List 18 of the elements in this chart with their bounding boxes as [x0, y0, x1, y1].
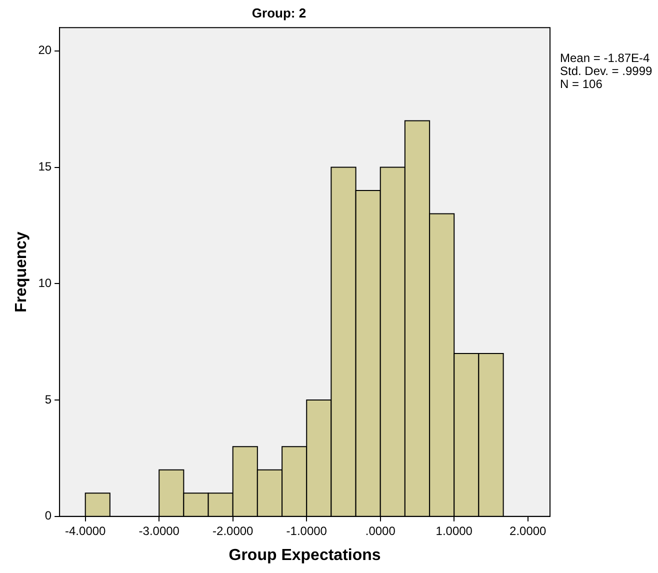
- text: Std. Dev. = .9999: [560, 64, 652, 78]
- x-tick-label: -2.0000: [212, 524, 254, 538]
- x-tick-label: 2.0000: [510, 524, 547, 538]
- x-tick-label: -4.0000: [65, 524, 106, 538]
- y-tick-label: 10: [38, 276, 52, 290]
- x-axis-title: Group Expectations: [228, 546, 381, 564]
- text: N = 106: [560, 76, 603, 91]
- text: Mean = -1.87E-4: [560, 50, 650, 65]
- y-axis-title: Frequency: [13, 231, 30, 312]
- y-tick-label: 15: [38, 160, 52, 174]
- y-tick-label: 5: [44, 392, 52, 406]
- chart-title: Group: 2: [252, 5, 306, 20]
- x-tick-label: .0000: [365, 524, 396, 538]
- y-tick-label: 20: [38, 43, 52, 58]
- x-tick-label: -1.0000: [286, 524, 328, 538]
- x-tick-label: 1.0000: [436, 524, 473, 538]
- x-tick-label: -3.0000: [138, 524, 180, 538]
- y-tick-label: 0: [44, 508, 52, 523]
